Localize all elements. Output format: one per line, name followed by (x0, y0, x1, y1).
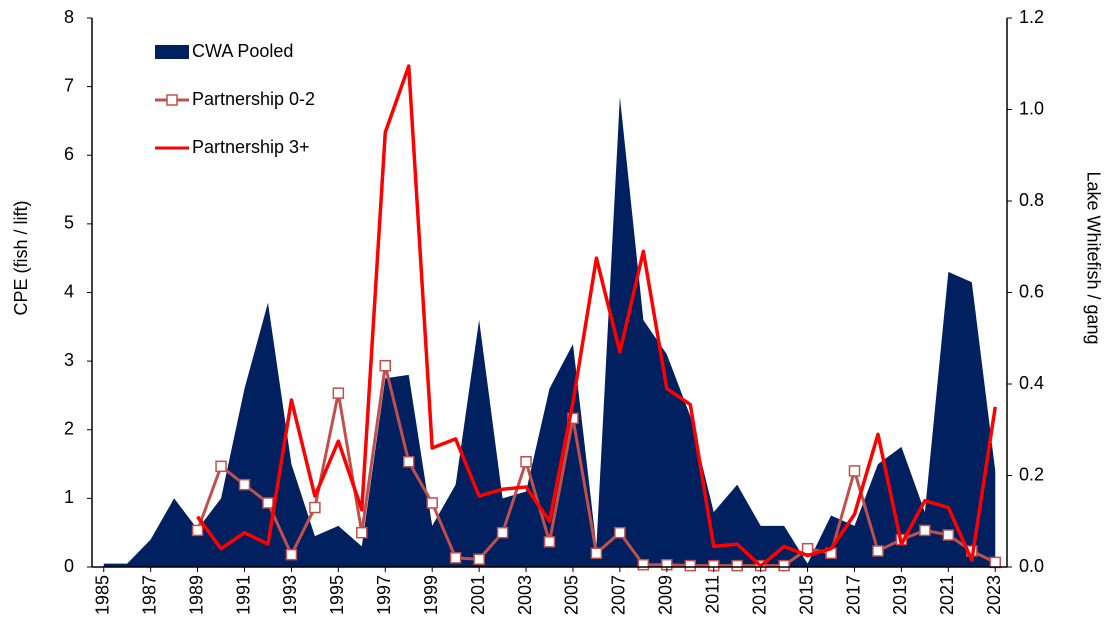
y2-tick-label: 1.2 (1019, 7, 1044, 27)
y-tick-label: 2 (64, 419, 74, 439)
marker (191, 524, 204, 537)
x-tick-label: 1989 (186, 575, 206, 615)
x-tick-label: 2021 (937, 575, 957, 615)
y-tick-label: 0 (64, 556, 74, 576)
x-tick-label: 2001 (468, 575, 488, 615)
marker (238, 478, 251, 491)
y-axis-label: CPE (fish / lift) (11, 200, 31, 315)
x-tick-label: 2019 (890, 575, 910, 615)
y-tick-label: 1 (64, 487, 74, 507)
y2-tick-label: 0.2 (1019, 464, 1044, 484)
y-tick-label: 3 (64, 350, 74, 370)
y2-tick-label: 0.4 (1019, 373, 1044, 393)
y2-axis-label: Lake Whitefish / gang (1083, 171, 1103, 344)
marker (402, 456, 415, 468)
marker (449, 552, 462, 564)
marker (215, 460, 227, 473)
y2-tick-label: 0.8 (1019, 190, 1044, 210)
y2-tick-label: 1.0 (1019, 98, 1044, 118)
marker (989, 556, 1002, 569)
x-tick-label: 1991 (233, 575, 253, 615)
y2-tick-label: 0.0 (1019, 556, 1044, 576)
area (103, 96, 996, 567)
x-tick-label: 1997 (374, 575, 394, 615)
x-tick-label: 2005 (562, 575, 582, 615)
y-tick-label: 5 (64, 213, 74, 233)
y-tick-label: 7 (64, 75, 74, 95)
marker (731, 559, 743, 572)
x-tick-label: 2011 (702, 575, 722, 614)
x-tick-label: 2013 (749, 575, 769, 615)
marker (379, 359, 392, 372)
marker (426, 497, 438, 509)
y-tick-label: 6 (64, 144, 74, 164)
marker (309, 501, 321, 514)
x-tick-label: 2023 (984, 575, 1004, 615)
y-tick-label: 8 (64, 7, 74, 27)
marker (567, 412, 579, 425)
marker (356, 526, 368, 539)
marker (520, 456, 532, 468)
y2-tick-label: 0.6 (1019, 281, 1044, 301)
legend-label: Partnership 3+ (192, 137, 310, 157)
marker (778, 559, 790, 572)
x-tick-label: 2015 (796, 575, 816, 615)
marker (801, 542, 814, 555)
x-tick-label: 1995 (327, 575, 347, 615)
marker (848, 465, 861, 477)
marker (919, 524, 931, 537)
x-tick-label: 2003 (515, 575, 535, 615)
x-tick-label: 1987 (139, 575, 159, 615)
legend-label: Partnership 0-2 (192, 89, 315, 109)
x-tick-label: 1985 (92, 575, 112, 615)
marker (473, 553, 485, 565)
x-tick-label: 2007 (609, 575, 629, 615)
marker (637, 558, 650, 571)
marker (942, 529, 955, 541)
marker (684, 559, 697, 572)
marker (543, 536, 556, 548)
marker (332, 387, 345, 399)
legend-label: CWA Pooled (192, 41, 293, 61)
line (196, 64, 997, 568)
y-tick-label: 4 (64, 281, 74, 301)
marker (285, 548, 298, 561)
x-tick-label: 1993 (280, 575, 300, 615)
legend-swatch (155, 45, 189, 59)
marker (590, 547, 603, 560)
x-tick-label: 2009 (656, 575, 676, 615)
marker (872, 545, 884, 557)
legend-marker (166, 94, 178, 106)
marker (496, 526, 509, 539)
marker (262, 497, 274, 509)
x-tick-label: 1999 (421, 575, 441, 615)
x-tick-label: 2017 (843, 575, 863, 615)
marker (614, 526, 626, 539)
